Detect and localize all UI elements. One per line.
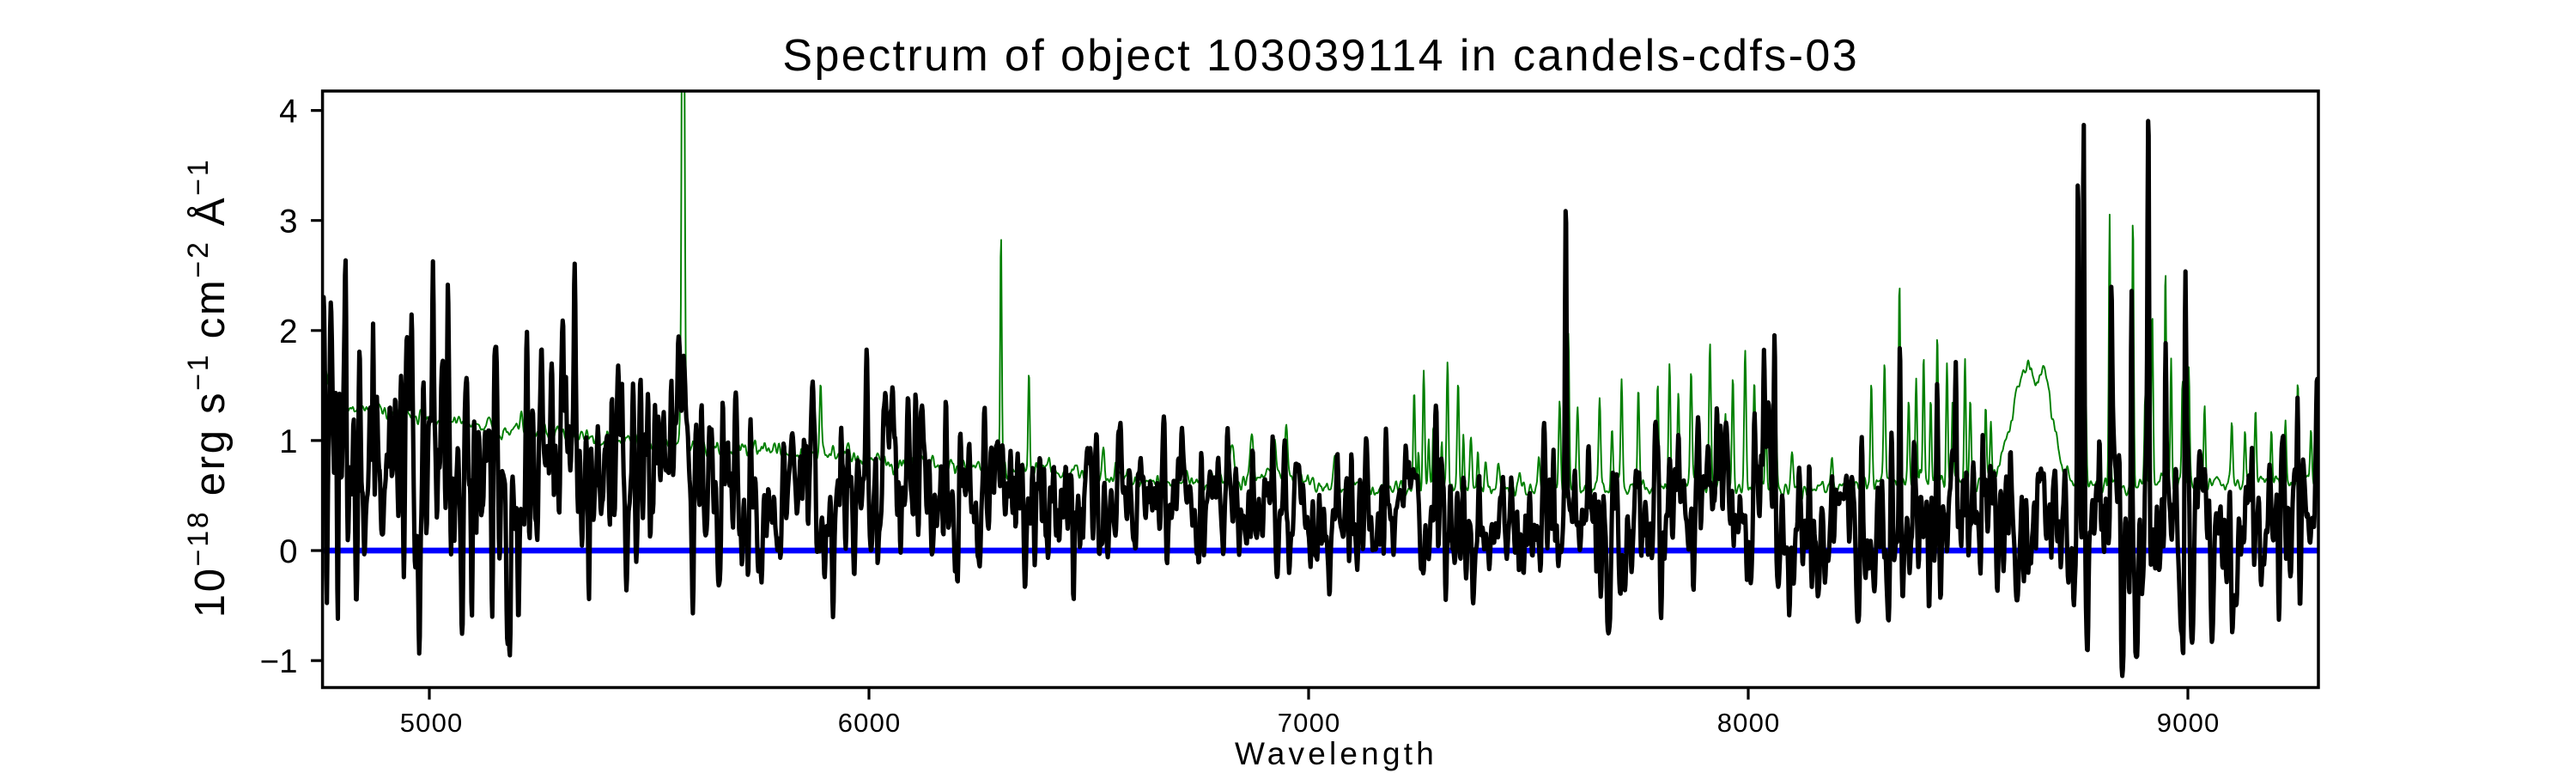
svg-text:0: 0 (279, 533, 297, 570)
svg-text:Wavelength: Wavelength (1235, 736, 1437, 771)
svg-text:10−18 erg s−1 cm−2 Å−1: 10−18 erg s−1 cm−2 Å−1 (182, 158, 234, 618)
svg-text:3: 3 (279, 204, 297, 240)
svg-text:9000: 9000 (2157, 708, 2221, 738)
svg-text:8000: 8000 (1717, 708, 1781, 738)
svg-text:7000: 7000 (1278, 708, 1341, 738)
svg-text:2: 2 (279, 313, 297, 350)
svg-text:Spectrum of object 103039114 i: Spectrum of object 103039114 in candels-… (782, 31, 1859, 81)
svg-text:4: 4 (279, 94, 297, 131)
svg-text:6000: 6000 (838, 708, 902, 738)
svg-text:5000: 5000 (400, 708, 464, 738)
svg-text:−1: −1 (260, 643, 298, 680)
svg-text:1: 1 (279, 423, 297, 460)
